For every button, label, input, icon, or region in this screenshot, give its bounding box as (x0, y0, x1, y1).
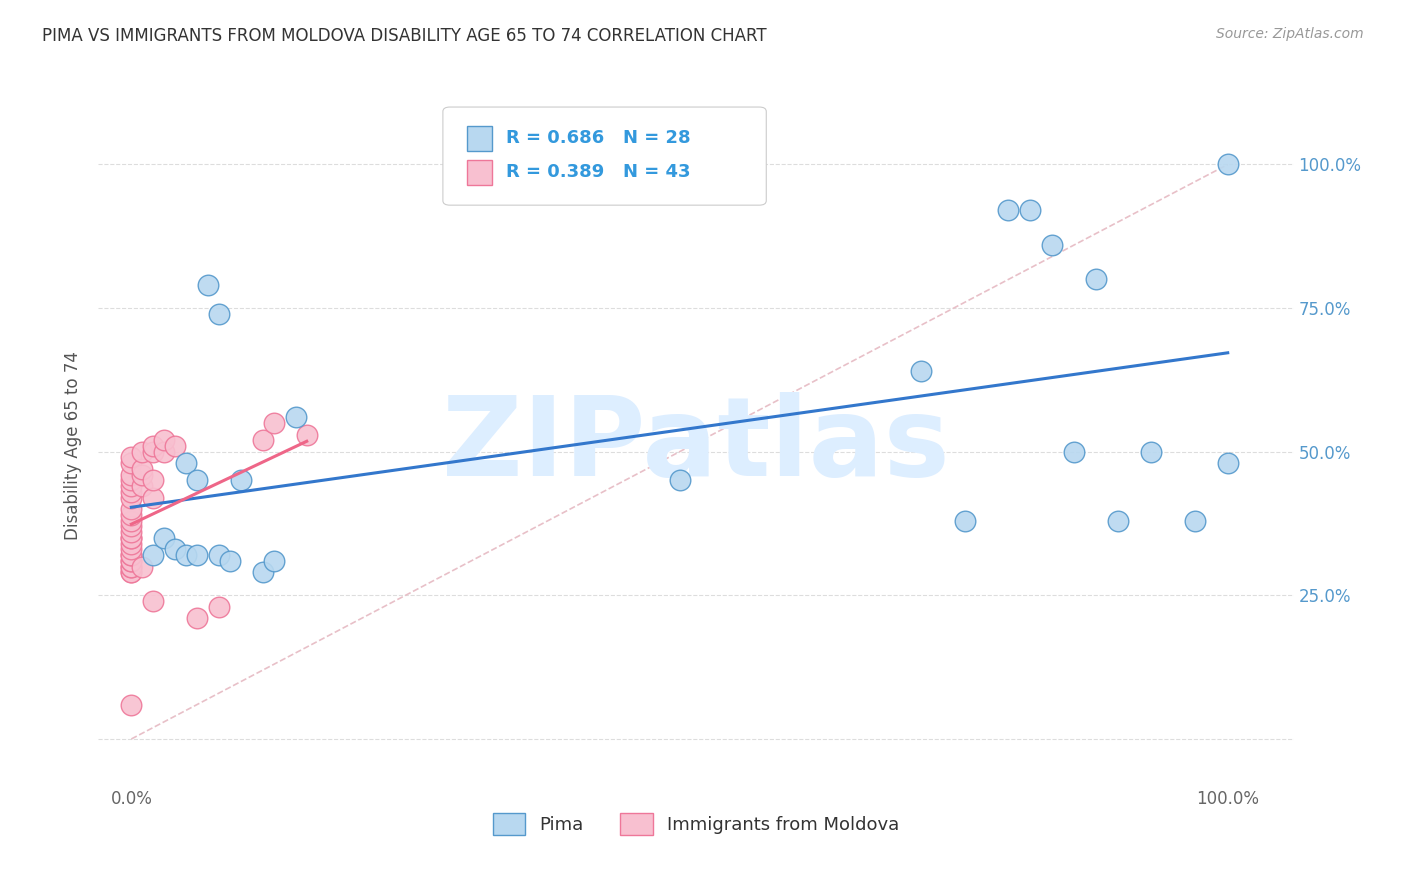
Point (263, 416, 285, 430)
Point (120, 554, 142, 568)
Point (153, 444, 176, 458)
Point (120, 467, 142, 482)
Text: R = 0.389   N = 43: R = 0.389 N = 43 (506, 163, 690, 181)
Point (120, 554, 142, 568)
Point (174, 456, 197, 470)
Point (1063, 444, 1085, 458)
Point (120, 479, 142, 493)
Point (910, 364, 932, 378)
Point (142, 594, 165, 608)
Point (120, 559, 142, 574)
Point (1019, 203, 1042, 218)
Point (142, 548, 165, 562)
Point (1085, 272, 1108, 286)
Point (174, 548, 197, 562)
Text: PIMA VS IMMIGRANTS FROM MOLDOVA DISABILITY AGE 65 TO 74 CORRELATION CHART: PIMA VS IMMIGRANTS FROM MOLDOVA DISABILI… (42, 27, 766, 45)
Point (219, 554, 242, 568)
Point (120, 450, 142, 465)
Point (131, 467, 153, 482)
Point (197, 278, 219, 293)
Legend: Pima, Immigrants from Moldova: Pima, Immigrants from Moldova (484, 804, 908, 844)
Y-axis label: Disability Age 65 to 74: Disability Age 65 to 74 (65, 351, 83, 541)
Point (120, 536, 142, 550)
Point (120, 514, 142, 528)
Point (153, 434, 176, 448)
Point (131, 559, 153, 574)
Point (1107, 514, 1129, 528)
Point (186, 611, 208, 625)
Point (208, 548, 231, 562)
Point (1140, 444, 1163, 458)
Point (953, 514, 976, 528)
Point (252, 434, 274, 448)
Point (142, 474, 165, 488)
Point (263, 554, 285, 568)
Point (1216, 157, 1239, 171)
Point (120, 698, 142, 712)
Point (142, 439, 165, 453)
Point (131, 462, 153, 476)
Point (142, 491, 165, 505)
Point (668, 474, 690, 488)
Point (165, 542, 187, 557)
Point (120, 491, 142, 505)
Point (120, 548, 142, 562)
Point (120, 566, 142, 580)
Point (120, 502, 142, 516)
Point (120, 542, 142, 557)
Point (131, 444, 153, 458)
Point (1216, 456, 1239, 470)
Point (252, 566, 274, 580)
Text: ZIPatlas: ZIPatlas (441, 392, 950, 500)
Point (186, 548, 208, 562)
Point (142, 444, 165, 458)
Point (120, 456, 142, 470)
Point (120, 508, 142, 522)
Point (208, 599, 231, 614)
Text: R = 0.686   N = 28: R = 0.686 N = 28 (506, 129, 690, 147)
Point (120, 474, 142, 488)
Point (120, 566, 142, 580)
Point (120, 519, 142, 533)
Point (997, 203, 1019, 218)
Point (131, 479, 153, 493)
Text: Source: ZipAtlas.com: Source: ZipAtlas.com (1216, 27, 1364, 41)
Point (153, 531, 176, 545)
Point (229, 474, 252, 488)
Point (120, 531, 142, 545)
Point (165, 439, 187, 453)
Point (186, 474, 208, 488)
Point (295, 427, 318, 442)
Point (120, 548, 142, 562)
Point (120, 485, 142, 500)
Point (1040, 238, 1063, 252)
Point (1184, 514, 1206, 528)
Point (120, 525, 142, 540)
Point (284, 410, 307, 425)
Point (120, 531, 142, 545)
Point (208, 307, 231, 321)
Point (120, 559, 142, 574)
